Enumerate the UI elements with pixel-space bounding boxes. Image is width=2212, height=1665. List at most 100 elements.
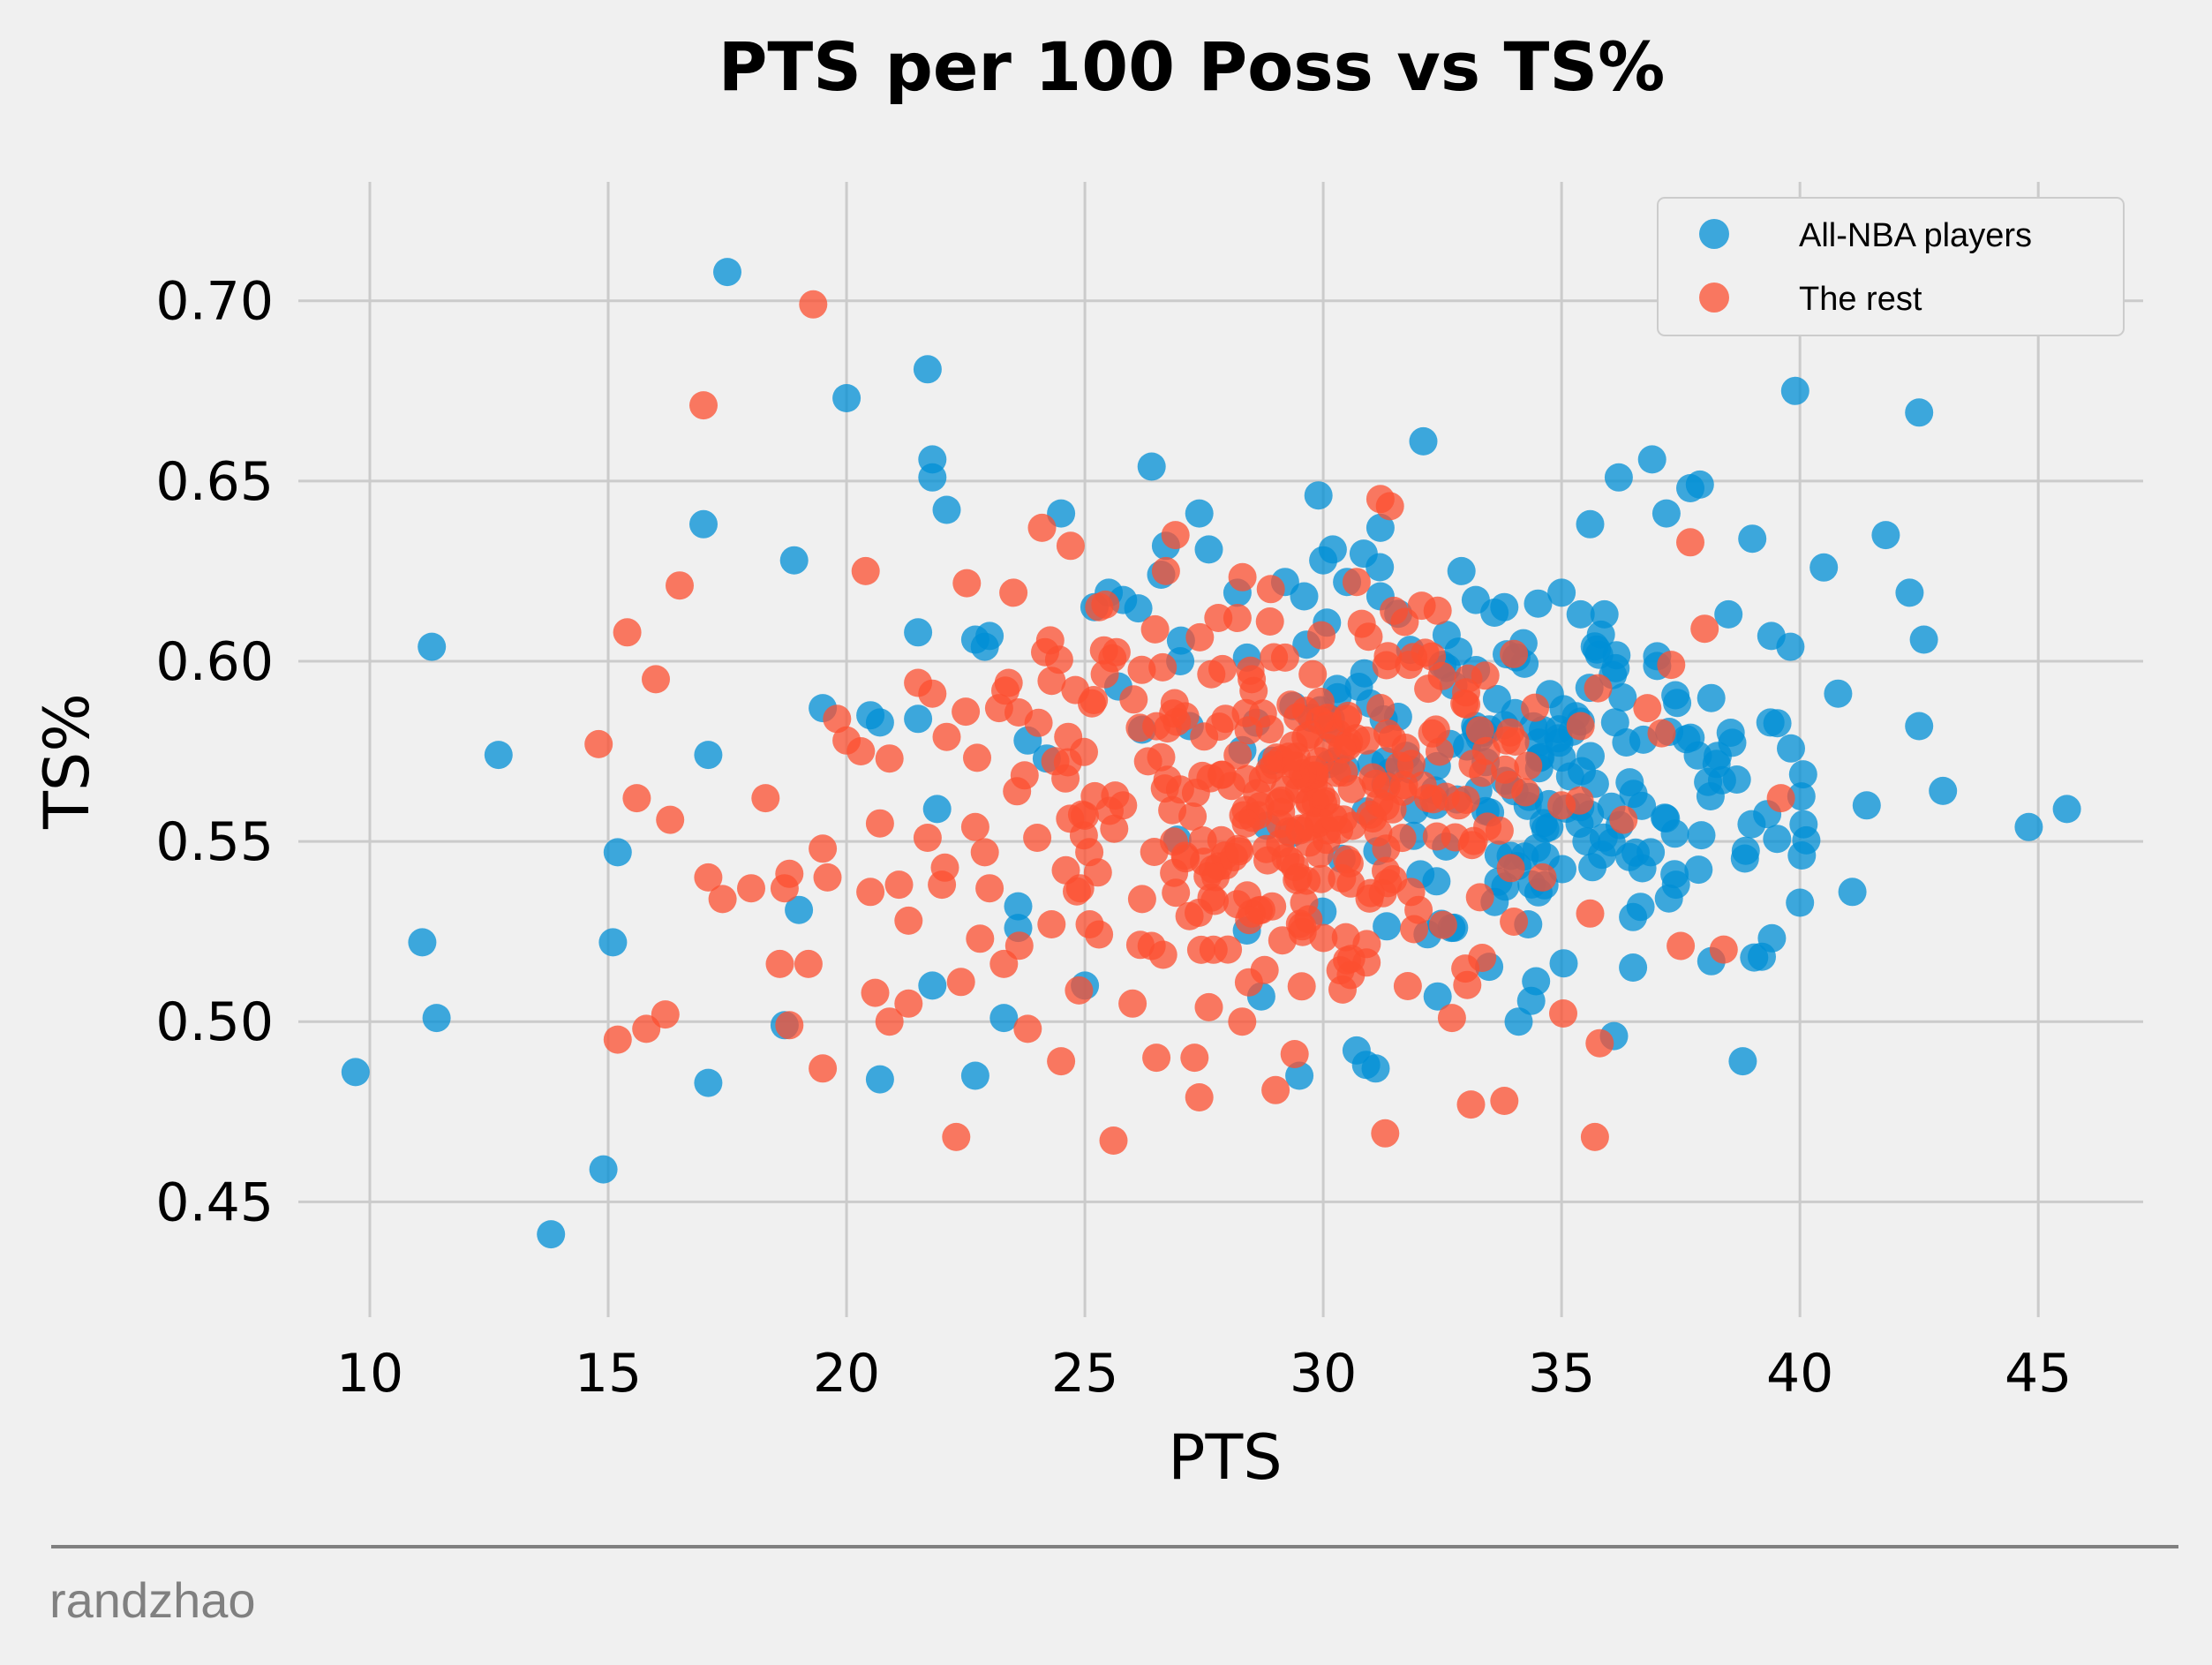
the-rest-point bbox=[1457, 1090, 1486, 1119]
the-rest-point bbox=[1288, 972, 1316, 1000]
all-nba-point bbox=[2053, 795, 2081, 823]
the-rest-point bbox=[1255, 756, 1283, 784]
the-rest-point bbox=[1445, 791, 1473, 819]
the-rest-point bbox=[1426, 738, 1454, 766]
the-rest-point bbox=[1584, 674, 1613, 703]
grid bbox=[298, 182, 2143, 1317]
all-nba-point bbox=[713, 258, 741, 286]
the-rest-point bbox=[766, 950, 794, 978]
all-nba-point bbox=[1929, 777, 1957, 805]
the-rest-point bbox=[1496, 719, 1524, 747]
all-nba-point bbox=[1757, 708, 1785, 736]
the-rest-point bbox=[1458, 750, 1486, 778]
the-rest-point bbox=[1185, 623, 1214, 652]
the-rest-point bbox=[809, 834, 837, 863]
the-rest-point bbox=[947, 968, 975, 996]
the-rest-point bbox=[1095, 797, 1124, 825]
y-tick-labels: 0.450.500.550.600.650.70 bbox=[155, 271, 274, 1234]
all-nba-point bbox=[933, 496, 961, 524]
all-nba-point bbox=[1737, 810, 1765, 839]
the-rest-point bbox=[1298, 660, 1327, 689]
the-rest-point bbox=[1256, 607, 1284, 636]
the-rest-point bbox=[914, 824, 942, 852]
all-nba-point bbox=[1305, 481, 1333, 509]
all-nba-point bbox=[975, 622, 1004, 650]
the-rest-point bbox=[1336, 870, 1365, 898]
all-nba-point bbox=[1905, 712, 1933, 741]
the-rest-point bbox=[1352, 948, 1381, 976]
all-nba-point bbox=[598, 928, 627, 956]
y-tick-label: 0.65 bbox=[155, 451, 274, 513]
all-nba-point bbox=[1585, 641, 1614, 669]
all-nba-point bbox=[1422, 867, 1450, 895]
the-rest-point bbox=[1228, 1007, 1256, 1036]
the-rest-point bbox=[799, 290, 827, 319]
all-nba-point bbox=[418, 633, 446, 661]
the-rest-point bbox=[963, 743, 991, 772]
the-rest-point bbox=[809, 1054, 837, 1082]
all-nba-point bbox=[1660, 860, 1689, 888]
the-rest-point bbox=[1307, 622, 1335, 650]
all-nba-point bbox=[1480, 599, 1509, 627]
the-rest-point bbox=[1198, 884, 1226, 912]
the-rest-point bbox=[1045, 645, 1073, 674]
chart-title: PTS per 100 Poss vs TS% bbox=[719, 27, 1666, 106]
the-rest-point bbox=[1141, 615, 1170, 644]
the-rest-point bbox=[1380, 597, 1408, 625]
the-rest-point bbox=[1051, 765, 1080, 793]
the-rest-point bbox=[1305, 706, 1334, 735]
the-rest-point bbox=[861, 979, 890, 1007]
y-tick-label: 0.60 bbox=[155, 631, 274, 693]
the-rest-point bbox=[1257, 575, 1285, 603]
the-rest-point bbox=[876, 744, 904, 772]
all-nba-point bbox=[1627, 893, 1655, 921]
all-nba-point bbox=[1824, 680, 1852, 708]
the-rest-point bbox=[1253, 835, 1281, 863]
credit-text: randzhao bbox=[49, 1572, 256, 1628]
the-rest-point bbox=[1075, 838, 1103, 866]
all-nba-point bbox=[866, 708, 894, 736]
the-rest-point bbox=[1373, 719, 1402, 748]
x-tick-labels: 10 15 20 25 30 35 40 45 bbox=[336, 1343, 2073, 1405]
all-nba-point bbox=[1786, 889, 1814, 917]
all-nba-point bbox=[1524, 590, 1553, 618]
the-rest-point bbox=[1633, 694, 1661, 722]
the-rest-point bbox=[1609, 806, 1637, 834]
the-rest-point bbox=[1178, 802, 1207, 831]
the-rest-point bbox=[604, 1026, 632, 1054]
the-rest-point bbox=[1091, 591, 1119, 619]
all-nba-point bbox=[408, 928, 436, 956]
all-nba-point bbox=[1704, 742, 1732, 770]
the-rest-point bbox=[1225, 837, 1253, 865]
the-rest-point bbox=[1283, 866, 1311, 894]
y-tick-label: 0.70 bbox=[155, 271, 274, 333]
all-nba-point bbox=[1688, 821, 1716, 849]
the-rest-point bbox=[1180, 1043, 1208, 1072]
the-rest-point bbox=[1521, 694, 1549, 722]
all-nba-point bbox=[1776, 633, 1804, 661]
all-nba-point bbox=[1697, 684, 1726, 712]
the-rest-point bbox=[651, 1000, 680, 1028]
the-rest-point bbox=[1373, 642, 1402, 670]
all-nba-point bbox=[1661, 682, 1689, 710]
all-nba-point bbox=[423, 1004, 451, 1032]
the-rest-point bbox=[1438, 1004, 1466, 1032]
the-rest-point bbox=[1373, 772, 1401, 801]
the-rest-point bbox=[1289, 918, 1317, 946]
all-nba-point bbox=[1576, 742, 1605, 771]
all-nba-point bbox=[1738, 524, 1766, 553]
all-nba-point bbox=[342, 1058, 370, 1086]
the-rest-point bbox=[1453, 971, 1481, 999]
the-rest-point bbox=[1409, 772, 1437, 800]
y-tick-label: 0.45 bbox=[155, 1172, 274, 1233]
all-nba-point bbox=[1619, 953, 1647, 982]
all-nba-point bbox=[1652, 500, 1681, 528]
the-rest-point bbox=[737, 874, 765, 902]
the-rest-point bbox=[689, 391, 718, 419]
legend-marker-all-nba bbox=[1699, 219, 1729, 249]
all-nba-point bbox=[1684, 855, 1712, 884]
the-rest-point bbox=[1003, 777, 1031, 805]
the-rest-point bbox=[1208, 761, 1237, 789]
all-nba-point bbox=[1905, 398, 1933, 426]
all-nba-point bbox=[537, 1220, 565, 1248]
